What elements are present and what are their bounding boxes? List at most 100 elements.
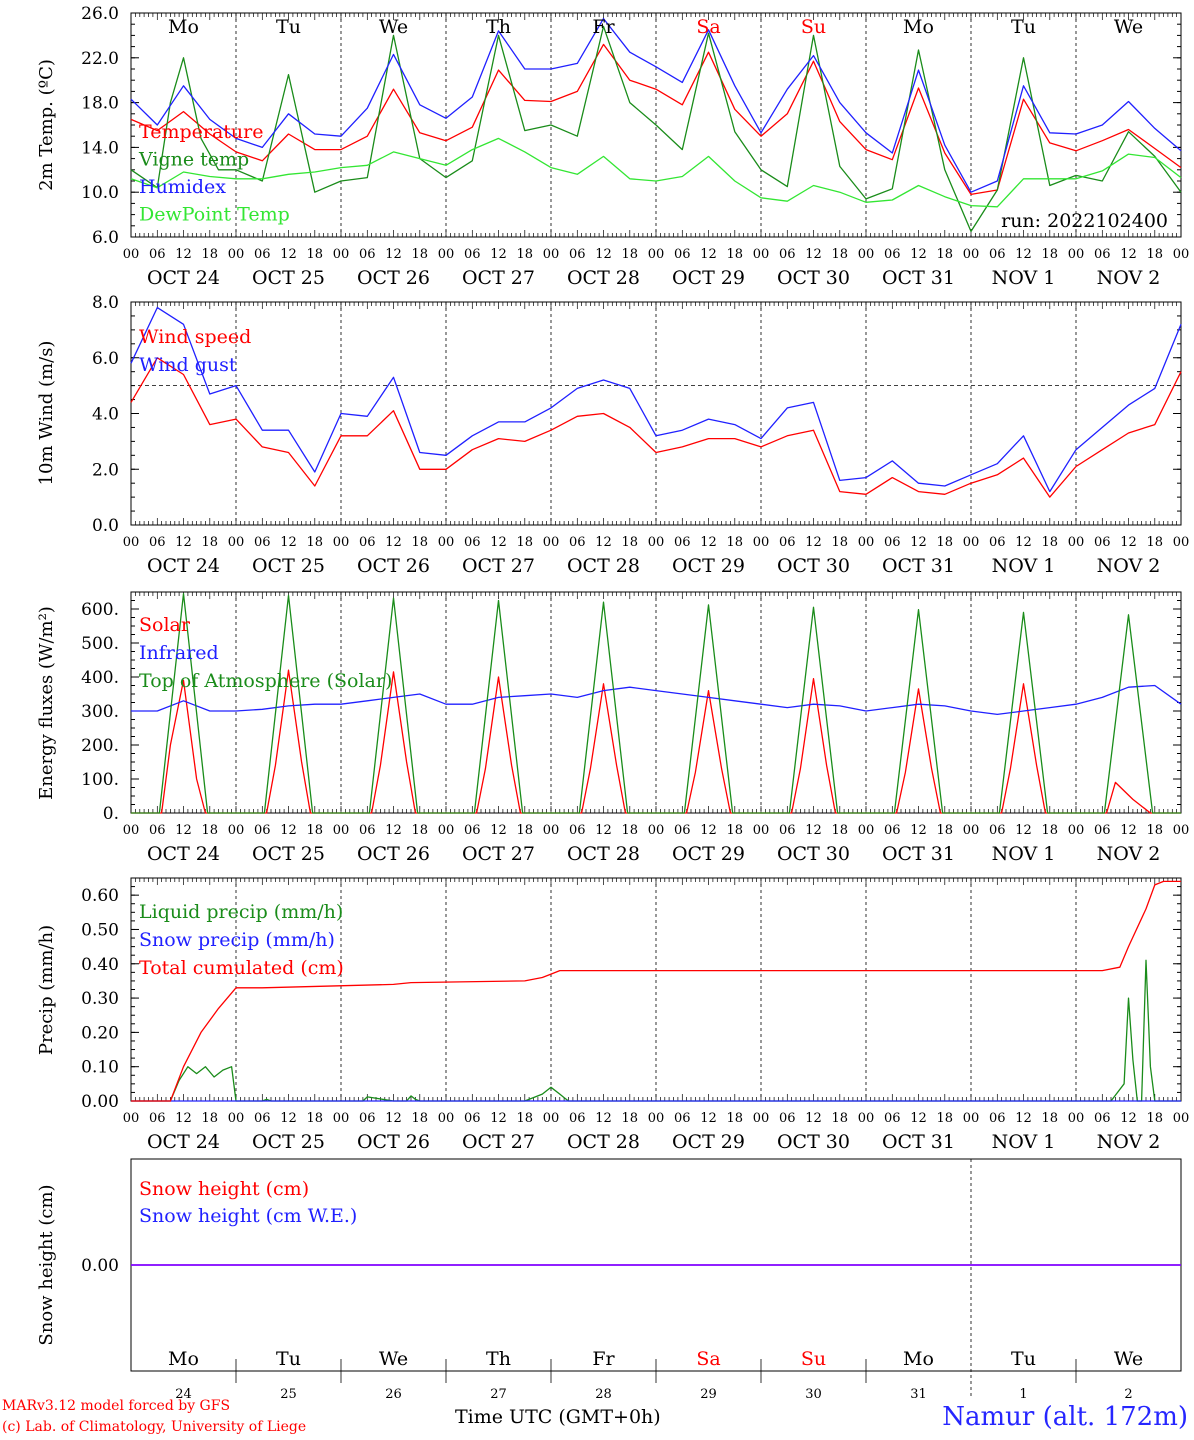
date-label: OCT 31 bbox=[882, 555, 955, 577]
hour-label: 06 bbox=[1094, 247, 1111, 262]
hour-label: 00 bbox=[858, 1111, 875, 1126]
hour-label: 18 bbox=[411, 535, 428, 550]
date-label: OCT 26 bbox=[357, 1131, 430, 1153]
hour-label: 00 bbox=[648, 535, 665, 550]
hour-label: 06 bbox=[989, 535, 1006, 550]
legend-entry: Infrared bbox=[139, 642, 219, 664]
weekday-label: Sa bbox=[696, 16, 720, 38]
hour-label: 00 bbox=[963, 247, 980, 262]
hour-label: 18 bbox=[201, 247, 218, 262]
hour-label: 06 bbox=[149, 535, 166, 550]
hour-label: 18 bbox=[831, 1111, 848, 1126]
hour-label: 00 bbox=[123, 1111, 140, 1126]
hour-label: 12 bbox=[700, 1111, 717, 1126]
series-line bbox=[130, 306, 1182, 493]
hour-label: 00 bbox=[1173, 535, 1190, 550]
hour-label: 12 bbox=[910, 535, 927, 550]
legend-entry: Humidex bbox=[139, 176, 226, 198]
hour-label: 00 bbox=[1173, 247, 1190, 262]
hour-label: 12 bbox=[910, 1111, 927, 1126]
hour-label: 00 bbox=[648, 247, 665, 262]
weekday-label: Mo bbox=[168, 16, 199, 38]
hour-label: 00 bbox=[438, 823, 455, 838]
hour-label: 06 bbox=[779, 247, 796, 262]
day-number: 1 bbox=[1019, 1387, 1027, 1402]
day-number: 30 bbox=[805, 1387, 822, 1402]
weekday-label-bottom: We bbox=[1114, 1348, 1143, 1370]
hour-label: 06 bbox=[464, 535, 481, 550]
date-label: NOV 1 bbox=[992, 555, 1056, 577]
hour-label: 06 bbox=[359, 247, 376, 262]
hour-label: 06 bbox=[674, 247, 691, 262]
hour-label: 06 bbox=[464, 1111, 481, 1126]
day-number: 2 bbox=[1124, 1387, 1132, 1402]
hour-label: 12 bbox=[385, 247, 402, 262]
legend-entry: Wind speed bbox=[139, 326, 251, 348]
date-label: OCT 27 bbox=[462, 267, 535, 289]
hour-label: 18 bbox=[936, 535, 953, 550]
hour-label: 12 bbox=[385, 1111, 402, 1126]
hour-label: 18 bbox=[936, 247, 953, 262]
hour-label: 00 bbox=[123, 535, 140, 550]
y-tick-label: 200. bbox=[81, 736, 119, 756]
hour-label: 12 bbox=[910, 823, 927, 838]
date-label: NOV 2 bbox=[1097, 1131, 1161, 1153]
hour-label: 00 bbox=[228, 247, 245, 262]
hour-ticks bbox=[130, 302, 1182, 525]
y-tick-label: 100. bbox=[81, 770, 119, 790]
date-label: OCT 26 bbox=[357, 843, 430, 865]
hour-label: 18 bbox=[201, 823, 218, 838]
series-line bbox=[131, 880, 1181, 1102]
hour-label: 12 bbox=[280, 535, 297, 550]
date-label: OCT 27 bbox=[462, 555, 535, 577]
hour-label: 12 bbox=[805, 823, 822, 838]
weekday-label: We bbox=[379, 16, 408, 38]
hour-label: 00 bbox=[333, 1111, 350, 1126]
date-label: OCT 30 bbox=[777, 843, 850, 865]
hour-label: 00 bbox=[1068, 823, 1085, 838]
weekday-label: Th bbox=[486, 16, 511, 38]
y-tick-label: 0.60 bbox=[81, 886, 119, 906]
hour-label: 18 bbox=[411, 823, 428, 838]
hour-label: 06 bbox=[569, 1111, 586, 1126]
panel-2: 0.0 2.0 4.0 6.0 8.0 10m Wind (m/s) Wind speed W… bbox=[36, 293, 1189, 577]
hour-label: 18 bbox=[621, 535, 638, 550]
panel-4: 0.00 0.10 0.20 0.30 0.40 0.50 0.60 Precip (mm/h… bbox=[36, 877, 1189, 1153]
hour-label: 18 bbox=[1146, 535, 1163, 550]
hour-label: 00 bbox=[123, 247, 140, 262]
date-label: OCT 28 bbox=[567, 1131, 640, 1153]
hour-label: 18 bbox=[936, 1111, 953, 1126]
hour-label: 06 bbox=[149, 247, 166, 262]
y-tick-label: 14.0 bbox=[81, 138, 119, 158]
hour-label: 00 bbox=[543, 1111, 560, 1126]
hour-label: 00 bbox=[963, 535, 980, 550]
hour-label: 12 bbox=[175, 823, 192, 838]
hour-label: 06 bbox=[1094, 823, 1111, 838]
hour-label: 18 bbox=[1041, 535, 1058, 550]
date-label: OCT 27 bbox=[462, 843, 535, 865]
hour-label: 18 bbox=[621, 247, 638, 262]
weekday-label-bottom: Fr bbox=[592, 1348, 615, 1370]
run-label: run: 2022102400 bbox=[1001, 210, 1168, 232]
date-label: OCT 24 bbox=[147, 843, 220, 865]
hour-label: 00 bbox=[753, 823, 770, 838]
hour-label: 12 bbox=[490, 247, 507, 262]
hour-label: 00 bbox=[438, 1111, 455, 1126]
hour-label: 12 bbox=[1015, 823, 1032, 838]
legend-entry: Wind gust bbox=[139, 354, 237, 376]
legend-entry: Snow height (cm W.E.) bbox=[139, 1205, 357, 1227]
weekday-label-bottom: Mo bbox=[168, 1348, 199, 1370]
hour-label: 12 bbox=[1120, 247, 1137, 262]
hour-label: 18 bbox=[936, 823, 953, 838]
date-label: OCT 29 bbox=[672, 555, 745, 577]
hour-label: 18 bbox=[621, 1111, 638, 1126]
hour-label: 12 bbox=[175, 535, 192, 550]
hour-label: 18 bbox=[411, 247, 428, 262]
legend-entry: Top of Atmosphere (Solar) bbox=[139, 670, 392, 692]
hour-label: 00 bbox=[858, 247, 875, 262]
hour-label: 12 bbox=[490, 823, 507, 838]
hour-label: 06 bbox=[359, 823, 376, 838]
y-tick-label: 4.0 bbox=[92, 405, 119, 425]
date-label: OCT 28 bbox=[567, 555, 640, 577]
hour-label: 12 bbox=[805, 535, 822, 550]
